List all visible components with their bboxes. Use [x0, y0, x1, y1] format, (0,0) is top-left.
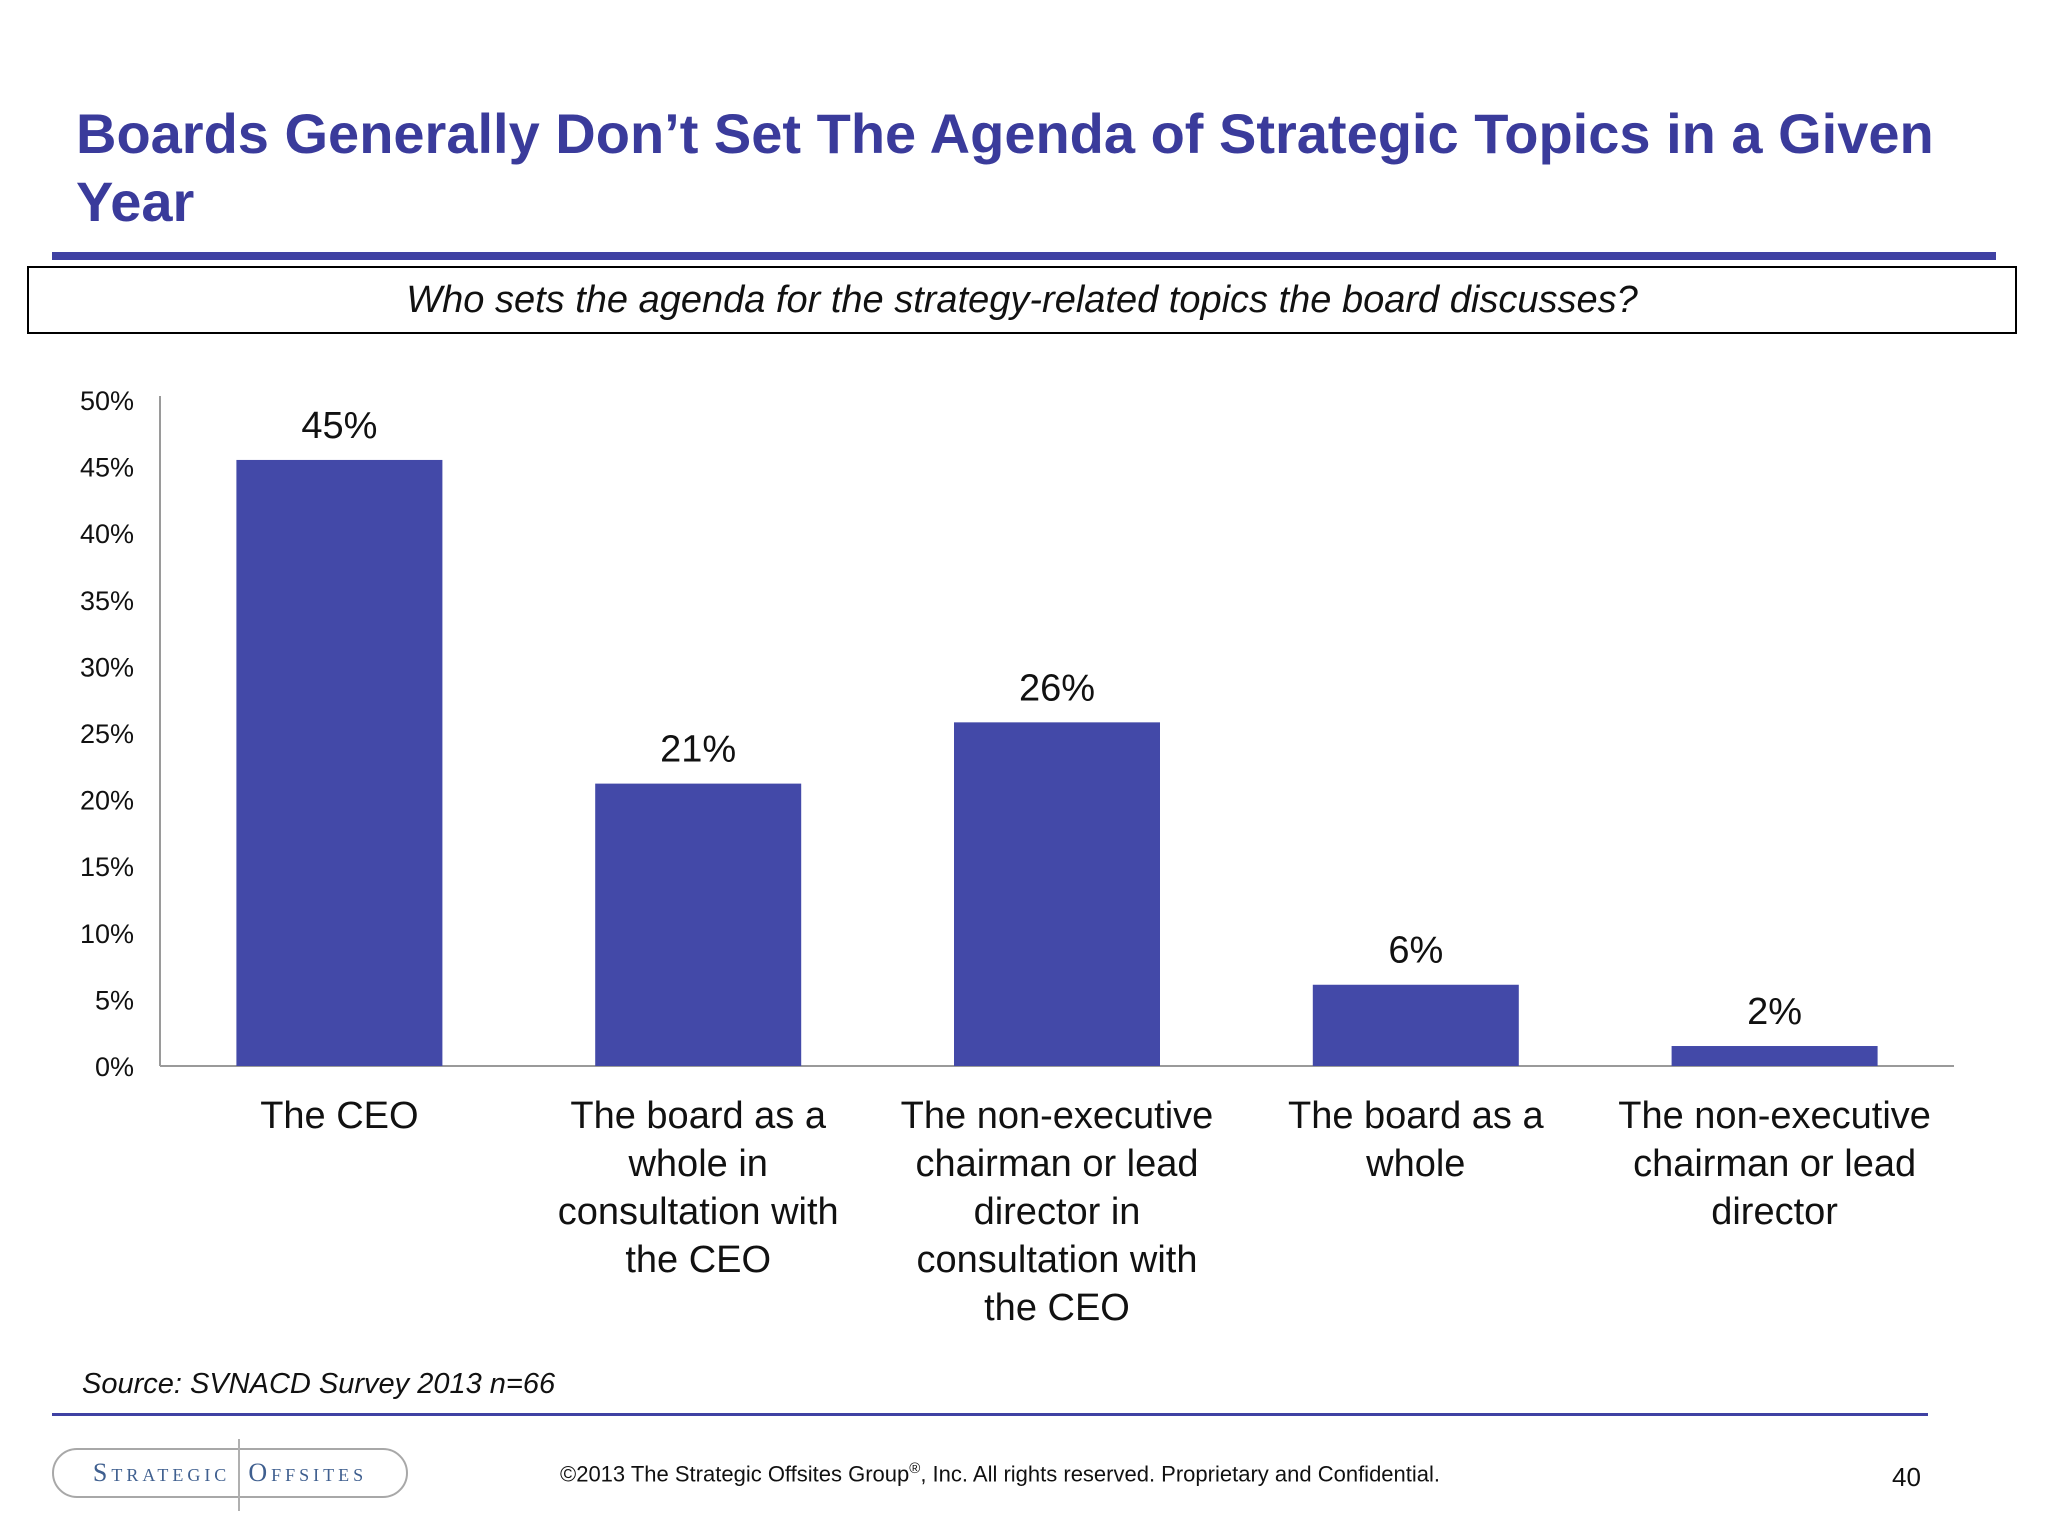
page-number: 40 [1892, 1462, 1921, 1492]
slide-title: Boards Generally Don’t Set The Agenda of… [76, 102, 1934, 233]
strategic-offsites-logo: Strategic Offsites [52, 1439, 408, 1511]
category-label: whole in [627, 1143, 767, 1185]
y-tick-label: 10% [80, 919, 134, 949]
category-label: The non-executive [1618, 1095, 1931, 1137]
category-label: director [1711, 1191, 1838, 1233]
category-label: the CEO [984, 1287, 1130, 1329]
data-label: 2% [1747, 991, 1802, 1033]
y-tick-label: 35% [80, 586, 134, 616]
logo-divider [238, 1439, 241, 1511]
category-label: The board as a [570, 1095, 826, 1137]
data-label: 6% [1388, 930, 1443, 972]
bar [1312, 984, 1519, 1066]
category-label: chairman or lead [915, 1143, 1198, 1185]
data-label: 45% [301, 405, 377, 447]
y-tick-label: 30% [80, 652, 134, 682]
y-tick-label: 5% [95, 985, 134, 1015]
title-divider [52, 252, 1996, 260]
y-tick-label: 20% [80, 786, 134, 816]
category-label: The non-executive [901, 1095, 1214, 1137]
bar [1671, 1046, 1878, 1066]
copyright-notice: ©2013 The Strategic Offsites Group®, Inc… [560, 1460, 1440, 1487]
bar [954, 722, 1160, 1066]
category-label: whole [1365, 1143, 1465, 1185]
bar-chart: 0% 5% 10% 15% 20% 25% 30% 35% 40% 45% 50% 45% The CE… [80, 386, 1954, 1329]
data-label: 21% [660, 729, 736, 771]
category-label: the CEO [625, 1239, 771, 1281]
bar [595, 783, 802, 1066]
bar [236, 459, 443, 1066]
y-tick-label: 40% [80, 519, 134, 549]
copyright-rest: , Inc. All rights reserved. Proprietary … [920, 1461, 1441, 1487]
category-label: chairman or lead [1633, 1143, 1916, 1185]
y-tick-label: 15% [80, 852, 134, 882]
footer-divider [52, 1413, 1928, 1416]
registered-mark: ® [909, 1460, 921, 1477]
category-label: director in [974, 1191, 1141, 1233]
y-tick-label: 0% [95, 1052, 134, 1082]
category-label: The board as a [1288, 1095, 1544, 1137]
logo-text-right: Offsites [248, 1458, 368, 1487]
y-tick-label: 50% [80, 386, 134, 416]
source-note: Source: SVNACD Survey 2013 n=66 [82, 1368, 556, 1400]
data-label: 26% [1019, 667, 1095, 709]
category-label: consultation with [917, 1239, 1198, 1281]
copyright-main: ©2013 The Strategic Offsites Group [560, 1461, 910, 1487]
logo-text-left: Strategic [92, 1458, 231, 1487]
y-tick-label: 45% [80, 453, 134, 483]
category-label: consultation with [558, 1191, 839, 1233]
category-label: The CEO [260, 1095, 418, 1137]
survey-question: Who sets the agenda for the strategy-rel… [27, 266, 2017, 334]
y-tick-label: 25% [80, 719, 134, 749]
